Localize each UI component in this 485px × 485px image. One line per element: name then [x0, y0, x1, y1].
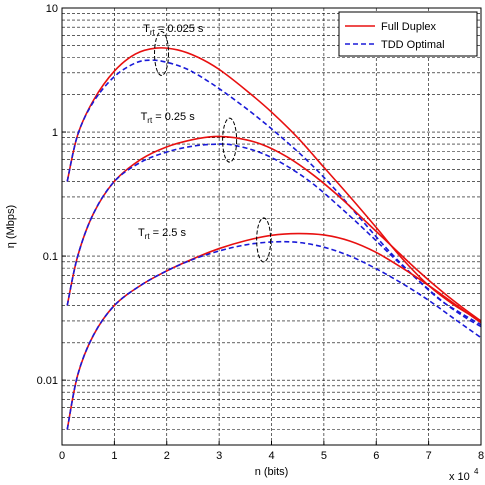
- tick-labels: 0 1 2 3 4 5 6 7 8 10 1 0.1 0.01: [37, 3, 484, 462]
- legend-label-1: TDD Optimal: [381, 39, 445, 51]
- x-tick-label-8: 8: [478, 450, 484, 462]
- x-tick-label-2: 2: [164, 450, 170, 462]
- annotation-value-0: = 0.025 s: [155, 23, 204, 35]
- annotation-subscript-1: rt: [147, 116, 153, 125]
- annotation-base-2: T: [138, 227, 145, 239]
- x-tick-label-6: 6: [373, 450, 379, 462]
- series-line-tdd-optimal-3: [66, 143, 482, 328]
- annotation-value-1: = 0.25 s: [152, 111, 195, 123]
- y-tick-label-1: 1: [52, 127, 58, 139]
- x-tick-label-7: 7: [426, 450, 432, 462]
- x-axis-label: n (bits): [255, 466, 289, 478]
- series-line-tdd-optimal-5: [66, 240, 482, 430]
- y-tick-label-2: 0.1: [43, 251, 58, 263]
- y-tick-label-0: 10: [46, 3, 58, 15]
- annotation-value-2: = 2.5 s: [150, 227, 187, 239]
- x-tick-label-3: 3: [216, 450, 222, 462]
- x-tick-label-1: 1: [111, 450, 117, 462]
- x-tick-label-0: 0: [59, 450, 65, 462]
- legend: Full Duplex TDD Optimal: [338, 11, 478, 57]
- annotation-label-2: Trt = 2.5 s: [138, 227, 187, 241]
- x-tick-label-5: 5: [321, 450, 327, 462]
- group-ellipse-2: [256, 217, 272, 263]
- group-ellipse-1: [222, 117, 238, 163]
- legend-box: [338, 11, 478, 57]
- x-tick-label-4: 4: [268, 450, 274, 462]
- annotation-base-0: T: [143, 23, 150, 35]
- x-multiplier-base: x 10: [449, 471, 470, 483]
- x-axis-multiplier: x 10 4: [449, 467, 479, 483]
- annotation-base-1: T: [141, 111, 148, 123]
- annotation-label-1: Trt = 0.25 s: [141, 111, 196, 125]
- series-line-full-duplex-0: [66, 47, 482, 322]
- series-line-full-duplex-2: [66, 135, 482, 322]
- legend-label-0: Full Duplex: [381, 21, 437, 33]
- annotation-subscript-2: rt: [145, 232, 151, 241]
- annotation-subscript-0: rt: [150, 28, 156, 37]
- y-tick-label-3: 0.01: [37, 375, 58, 387]
- x-multiplier-exponent: 4: [474, 467, 479, 476]
- group-ellipse-0: [154, 30, 170, 76]
- y-axis-label: η (Mbps): [5, 205, 17, 248]
- annotation-label-0: Trt = 0.025 s: [143, 23, 204, 37]
- series-layer: [66, 47, 482, 430]
